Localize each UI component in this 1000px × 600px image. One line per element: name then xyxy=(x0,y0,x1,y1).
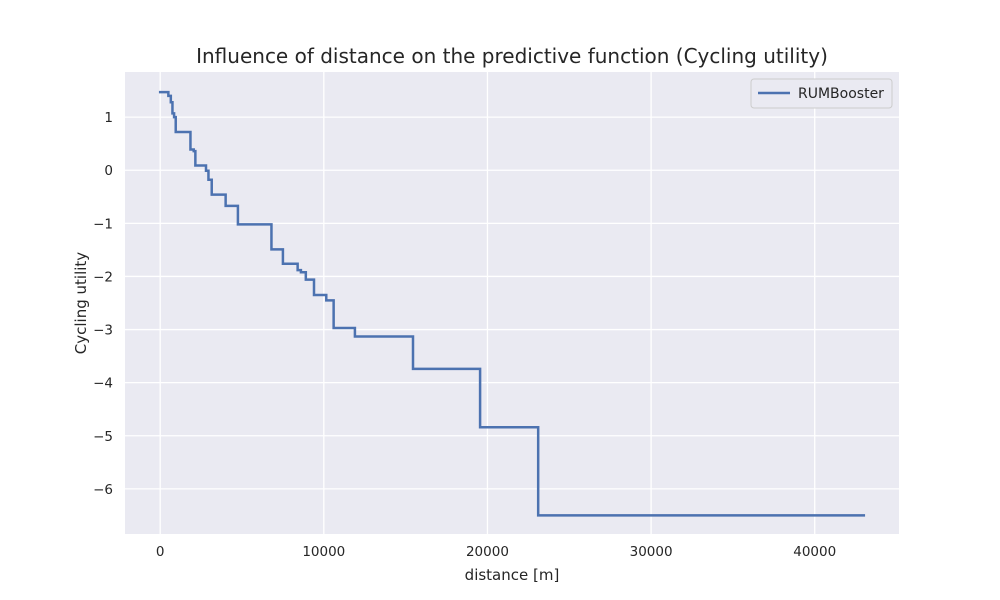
y-tick-label: 0 xyxy=(104,163,113,179)
legend-label-rumbooster: RUMBooster xyxy=(798,86,884,102)
x-tick-label: 0 xyxy=(156,544,165,560)
series-line-rumbooster xyxy=(158,90,866,517)
chart-title: Influence of distance on the predictive … xyxy=(196,44,828,68)
x-axis-label: distance [m] xyxy=(465,566,560,584)
x-tick-label: 40000 xyxy=(793,544,836,560)
y-tick-label: −6 xyxy=(93,482,113,498)
y-tick-label: 1 xyxy=(104,110,113,126)
x-tick-label: 30000 xyxy=(630,544,673,560)
legend: RUMBooster xyxy=(750,78,893,109)
x-tick-label: 20000 xyxy=(466,544,509,560)
y-tick-label: −4 xyxy=(93,376,113,392)
y-tick-labels: 1 0 −1 −2 −3 −4 −5 −6 xyxy=(93,110,113,498)
y-tick-label: −3 xyxy=(93,323,113,339)
y-tick-label: −2 xyxy=(93,269,113,285)
y-tick-label: −5 xyxy=(93,429,113,445)
x-tick-labels: 0 10000 20000 30000 40000 xyxy=(156,544,836,560)
gridlines xyxy=(125,72,899,534)
y-axis-label: Cycling utility xyxy=(72,252,90,355)
plot-area xyxy=(125,72,899,534)
x-tick-label: 10000 xyxy=(302,544,345,560)
y-tick-label: −1 xyxy=(93,216,113,232)
series-layer xyxy=(158,90,866,517)
legend-box xyxy=(750,78,893,109)
